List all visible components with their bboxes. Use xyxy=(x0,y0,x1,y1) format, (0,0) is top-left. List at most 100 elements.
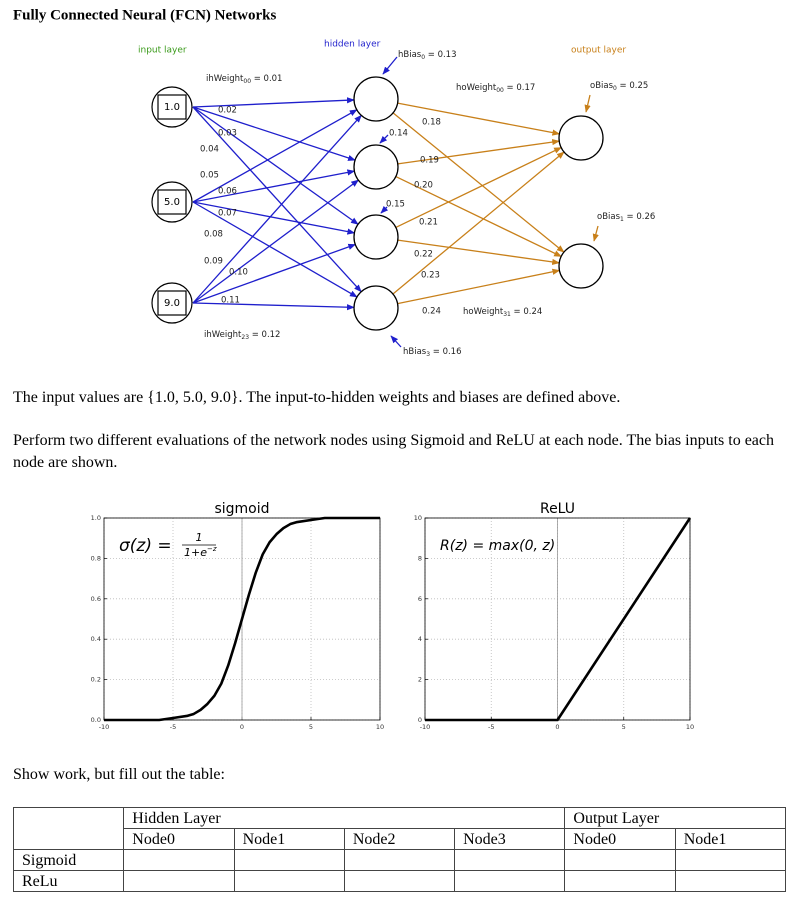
weight-label: 0.19 xyxy=(420,156,439,166)
label-part: oBias xyxy=(590,81,614,91)
label-part: = 0.16 xyxy=(430,347,461,357)
x-tick-label: -5 xyxy=(488,723,494,731)
label-part: hBias xyxy=(403,347,427,357)
y-tick-label: 2 xyxy=(418,676,422,684)
y-tick-label: 8 xyxy=(418,554,422,562)
label-part: = 0.01 xyxy=(251,74,282,84)
label-part: hoWeight xyxy=(456,83,497,93)
x-tick-label: 0 xyxy=(240,723,244,731)
table-cell xyxy=(454,849,566,871)
weight-label: hoWeight31 = 0.24 xyxy=(463,307,542,318)
curve xyxy=(104,516,380,722)
connection xyxy=(397,239,560,266)
connection xyxy=(192,201,356,235)
output-node xyxy=(558,115,604,161)
column-header: Node0 xyxy=(564,828,676,850)
label-part: 00 xyxy=(243,78,251,85)
x-tick-label: 10 xyxy=(376,723,384,731)
chart-title: ReLU xyxy=(540,501,575,517)
table-cell xyxy=(674,849,787,871)
weight-label: 0.02 xyxy=(218,106,237,116)
connection xyxy=(192,302,355,311)
label-part: = 0.13 xyxy=(425,50,456,60)
input-box xyxy=(157,189,187,215)
weight-label: hoWeight00 = 0.17 xyxy=(456,83,535,94)
label-part: = 0.12 xyxy=(249,330,280,340)
weight-label: 0.07 xyxy=(218,209,237,219)
formula: R(z) = max(0, z) xyxy=(440,538,555,554)
label-part: 3 xyxy=(426,351,430,358)
table-cell xyxy=(454,870,566,892)
paragraph: The input values are {1.0, 5.0, 9.0}. Th… xyxy=(13,389,621,406)
label-part: 23 xyxy=(241,334,249,341)
weight-label: 0.03 xyxy=(218,129,237,139)
formula: σ(z) = xyxy=(119,536,172,556)
formula-numerator: 1 xyxy=(196,531,203,544)
connection xyxy=(395,146,562,229)
hidden-node xyxy=(353,214,399,260)
column-header: Node0 xyxy=(123,828,235,850)
column-header: Node3 xyxy=(454,828,566,850)
connection xyxy=(379,134,389,144)
weight-label: 0.10 xyxy=(229,268,248,278)
group-header: Output Layer xyxy=(564,807,786,829)
table-row: Sigmoid xyxy=(12,849,787,871)
label-part: 00 xyxy=(496,87,504,94)
weight-label: 0.20 xyxy=(414,181,433,191)
y-tick-label: 0 xyxy=(418,716,422,724)
x-tick-label: 5 xyxy=(309,723,313,731)
paragraph: Show work, but fill out the table: xyxy=(13,766,225,783)
x-tick-label: -10 xyxy=(99,723,110,731)
connection xyxy=(192,97,355,108)
weight-label: oBias0 = 0.25 xyxy=(590,81,648,92)
page-title: Fully Connected Neural (FCN) Networks xyxy=(13,7,276,23)
table-cell xyxy=(123,870,235,892)
connection xyxy=(397,102,561,136)
connection xyxy=(192,106,362,293)
connection xyxy=(192,114,362,304)
formula-denominator: 1+e−z xyxy=(184,545,217,559)
x-tick-label: 0 xyxy=(555,723,559,731)
table-cell xyxy=(343,870,456,892)
x-tick-label: -5 xyxy=(170,723,176,731)
label-part: 1 xyxy=(620,216,624,223)
input-box xyxy=(157,94,187,120)
column-header: Node1 xyxy=(674,828,787,850)
row-label: Sigmoid xyxy=(12,849,125,871)
weight-label: 0.04 xyxy=(200,145,219,155)
paragraph: Perform two different evaluations of the… xyxy=(13,432,775,471)
weight-label: 0.05 xyxy=(200,171,219,181)
y-tick-label: 4 xyxy=(418,635,422,643)
connection xyxy=(395,175,562,258)
weight-label: 0.06 xyxy=(218,187,237,197)
table-cell xyxy=(233,870,345,892)
connection xyxy=(192,169,356,203)
group-header: Hidden Layer xyxy=(123,807,566,829)
output-node xyxy=(558,243,604,289)
connection xyxy=(192,243,357,304)
label-part: hoWeight xyxy=(463,307,504,317)
column-header: Node1 xyxy=(233,828,345,850)
row-label: ReLu xyxy=(12,870,125,892)
weight-label: 0.22 xyxy=(414,250,433,260)
table-cell xyxy=(12,807,125,850)
x-tick-label: 5 xyxy=(622,723,626,731)
table-cell xyxy=(123,849,235,871)
table-cell xyxy=(674,870,787,892)
connection xyxy=(380,205,389,214)
layer-label: input layer xyxy=(138,46,187,56)
layer-label: output layer xyxy=(571,46,626,56)
connection xyxy=(592,225,599,242)
y-tick-label: 0.4 xyxy=(91,635,101,643)
weight-label: 0.08 xyxy=(204,230,223,240)
input-value: 5.0 xyxy=(164,197,180,208)
chart-title: sigmoid xyxy=(214,501,269,517)
connection xyxy=(584,94,591,113)
weight-label: 0.11 xyxy=(221,296,240,306)
connection xyxy=(392,112,565,253)
formula-part: 1+e xyxy=(184,546,207,559)
hidden-node xyxy=(353,285,399,331)
connection xyxy=(192,179,359,304)
